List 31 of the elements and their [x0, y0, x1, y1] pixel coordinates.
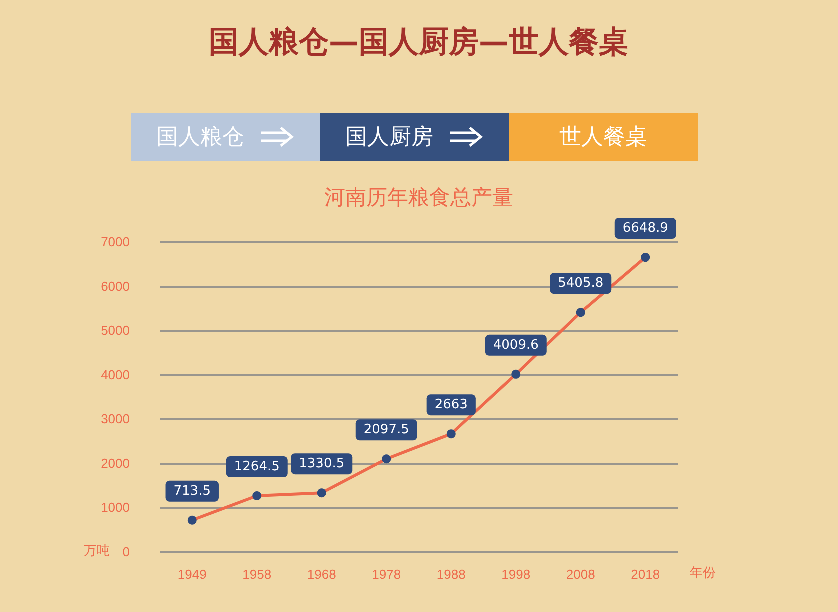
y-tick-label: 7000: [101, 234, 130, 250]
chart-title: 国人粮仓—国人厨房—世人餐桌: [208, 24, 630, 62]
y-tick-label: 4000: [101, 367, 130, 382]
x-tick-label: 2008: [566, 567, 596, 582]
x-tick-label: 1988: [436, 567, 466, 582]
x-tick-label: 2018: [631, 567, 660, 582]
x-axis-title: 年份: [690, 565, 716, 580]
x-tick-label: 1998: [502, 567, 531, 582]
x-tick-label: 1978: [372, 567, 402, 582]
data-label: 713.5: [174, 484, 211, 499]
y-tick-label: 6000: [101, 278, 130, 294]
y-axis-title: 万吨: [84, 543, 110, 558]
data-label: 4009.6: [493, 338, 539, 353]
chart-subtitle: 河南历年粮食总产量: [324, 186, 514, 210]
y-tick-label: 5000: [101, 323, 130, 338]
y-tick-label: 2000: [101, 456, 130, 471]
text: 国人厨房: [346, 124, 434, 152]
y-tick-label: 3000: [101, 412, 130, 427]
data-label: 6648.9: [622, 221, 668, 236]
text: 世人餐桌: [560, 124, 648, 152]
x-tick-label: 1958: [242, 567, 272, 582]
x-tick-label: 1968: [307, 567, 336, 582]
text: 国人粮仓: [156, 124, 244, 152]
x-tick-label: 1949: [178, 567, 207, 582]
data-label: 5405.8: [558, 276, 604, 292]
data-label: 2663: [434, 398, 468, 413]
data-label: 1330.5: [299, 456, 345, 472]
y-tick-label: 1000: [101, 500, 130, 516]
y-tick-label: 0: [122, 544, 130, 560]
data-label: 1264.5: [234, 460, 280, 474]
data-label: 2097.5: [364, 422, 410, 438]
